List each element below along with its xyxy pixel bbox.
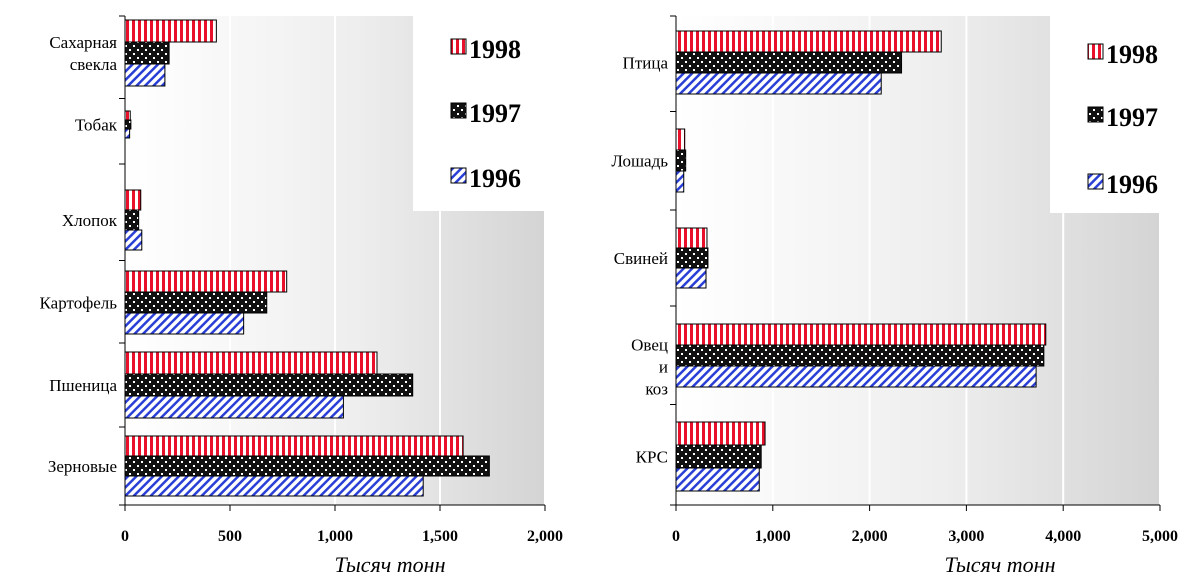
bar-1996 xyxy=(124,229,143,251)
x-tick-label: 5,000 xyxy=(1142,528,1178,545)
bar-1996 xyxy=(675,365,1037,388)
bar-1996 xyxy=(675,467,760,492)
category-label-line: свекла xyxy=(70,55,118,74)
bar-1997 xyxy=(124,455,490,477)
bar-1997 xyxy=(124,209,140,231)
bar-1998 xyxy=(124,110,131,121)
category-label: Хлопок xyxy=(62,211,118,230)
bar-1998 xyxy=(675,323,1047,346)
x-axis-title: Тысяч тонн xyxy=(944,552,1055,576)
category-label-line: коз xyxy=(645,380,668,399)
bar-1997 xyxy=(124,373,414,397)
bar-1998 xyxy=(124,351,378,375)
bar-1998 xyxy=(675,30,942,53)
bar-1997 xyxy=(124,119,132,130)
legend-label: 1997 xyxy=(469,99,521,128)
bar-1996 xyxy=(124,312,245,335)
bar-1996 xyxy=(675,170,685,193)
x-axis-title: Тысяч тонн xyxy=(334,552,445,576)
bar-1996 xyxy=(124,475,424,497)
bar-1998 xyxy=(675,421,766,446)
x-tick-label: 0 xyxy=(121,528,129,545)
x-tick-label: 0 xyxy=(672,528,680,545)
bar-1996 xyxy=(675,267,707,289)
legend-swatch-1997 xyxy=(1087,106,1104,123)
category-label-line: Сахарная xyxy=(49,33,117,52)
bar-1997 xyxy=(124,291,268,314)
bar-1997 xyxy=(124,41,170,65)
bar-1998 xyxy=(675,227,708,249)
category-label: Овец и коз xyxy=(631,336,668,399)
bar-1996 xyxy=(675,72,882,95)
category-label: Сахарная свекла xyxy=(49,33,117,74)
category-label-line: и xyxy=(659,358,668,377)
x-tick-label: 1,000 xyxy=(755,528,791,545)
legend-label: 1998 xyxy=(1106,40,1158,69)
bar-1998 xyxy=(124,189,142,211)
bar-1998 xyxy=(124,19,217,43)
category-label-line: Овец xyxy=(631,336,668,355)
legend-swatch-1998 xyxy=(450,38,467,55)
legend xyxy=(1050,16,1160,213)
category-label: Лошадь xyxy=(611,152,668,171)
category-label: Птица xyxy=(623,54,669,73)
legend-label: 1996 xyxy=(469,164,521,193)
x-tick-label: 2,000 xyxy=(527,528,563,545)
category-label: Картофель xyxy=(40,294,118,313)
bar-1998 xyxy=(124,435,464,457)
legend-swatch-1996 xyxy=(450,167,467,184)
x-tick-label: 1,500 xyxy=(422,528,458,545)
x-tick-label: 500 xyxy=(218,528,242,545)
x-tick-label: 1,000 xyxy=(317,528,353,545)
legend xyxy=(413,16,545,211)
bar-1998 xyxy=(124,270,288,293)
bar-1997 xyxy=(675,51,903,74)
bar-1997 xyxy=(675,149,687,172)
legend-swatch-1996 xyxy=(1087,173,1104,190)
x-tick-label: 2,000 xyxy=(852,528,888,545)
legend-label: 1998 xyxy=(469,35,521,64)
bar-1996 xyxy=(124,395,344,419)
legend-label: 1997 xyxy=(1106,103,1158,132)
category-label: Пшеница xyxy=(49,376,117,395)
bar-1997 xyxy=(675,344,1045,367)
category-label: Зерновые xyxy=(48,457,117,476)
bar-1997 xyxy=(675,247,709,269)
left-chart: 0 500 1,000 1,500 2,000 Сахарная свекла Тобак Хл… xyxy=(40,15,563,576)
x-tick-label: 4,000 xyxy=(1045,528,1081,545)
legend-swatch-1998 xyxy=(1087,43,1104,60)
legend-label: 1996 xyxy=(1106,170,1158,199)
category-label: Свиней xyxy=(614,249,668,268)
bar-1996 xyxy=(124,63,166,87)
category-label: КРС xyxy=(636,448,668,467)
bar-1997 xyxy=(675,444,762,469)
bar-1998 xyxy=(675,128,686,151)
right-chart: 0 1,000 2,000 3,000 4,000 5,000 Птица Лошадь Сви… xyxy=(611,15,1178,576)
x-tick-label: 3,000 xyxy=(948,528,984,545)
legend-swatch-1997 xyxy=(450,102,467,119)
category-label: Тобак xyxy=(75,116,118,135)
bar-1996 xyxy=(124,128,131,139)
